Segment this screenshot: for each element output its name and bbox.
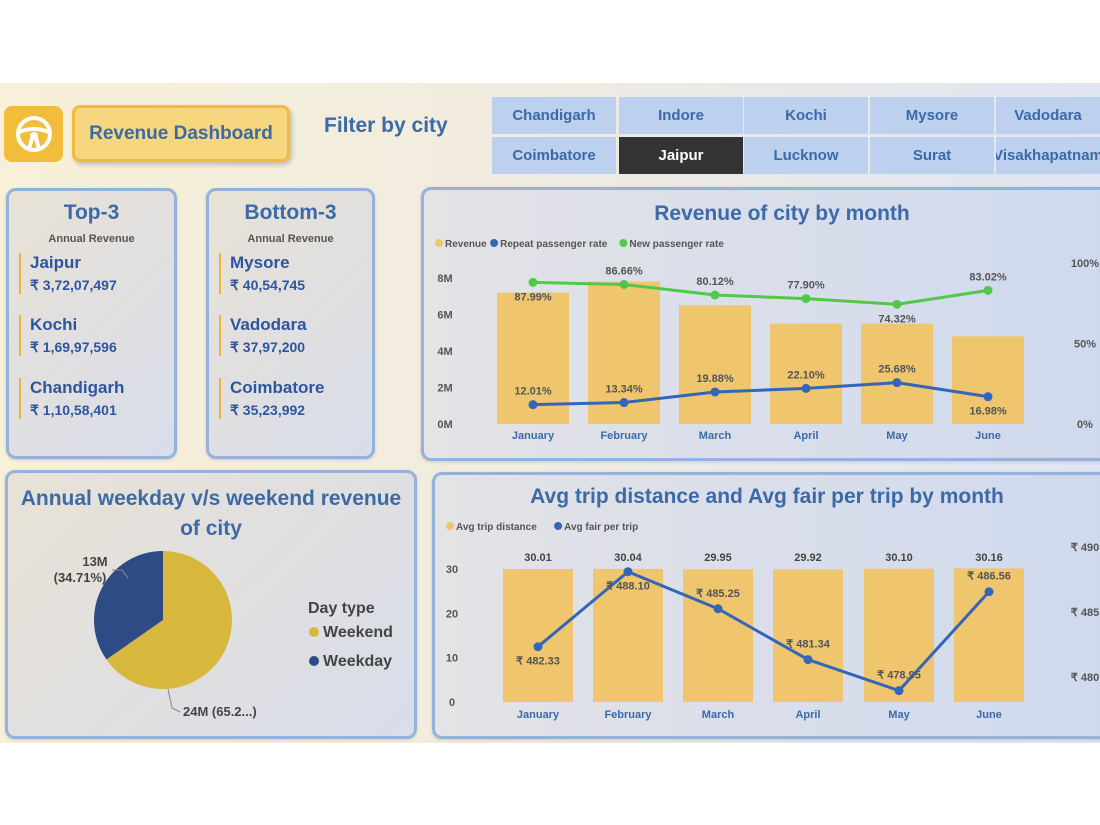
city-revenue: ₹ 3,72,07,497 bbox=[30, 277, 117, 293]
city-revenue: ₹ 37,97,200 bbox=[230, 339, 306, 355]
filter-label: Filter by city bbox=[324, 114, 448, 137]
fare-chart-card: Avg trip distance and Avg fair per trip … bbox=[432, 472, 1100, 739]
city-revenue: ₹ 1,69,97,596 bbox=[30, 339, 117, 355]
top3-subtitle: Annual Revenue bbox=[48, 233, 135, 245]
city-name: Coimbatore bbox=[230, 378, 325, 397]
city-button-mysore[interactable]: Mysore bbox=[870, 97, 994, 134]
city-button-chandigarh[interactable]: Chandigarh bbox=[492, 97, 616, 134]
city-button-vadodara[interactable]: Vadodara bbox=[996, 97, 1100, 134]
city-button-lucknow[interactable]: Lucknow bbox=[744, 137, 868, 174]
top3-card: Top-3 Annual Revenue Jaipur ₹ 3,72,07,497… bbox=[6, 188, 177, 459]
revenue-dashboard-button[interactable]: Revenue Dashboard bbox=[72, 105, 290, 162]
city-button-jaipur[interactable]: Jaipur bbox=[619, 137, 743, 174]
chart-title: Annual weekday v/s weekend revenue of ci… bbox=[20, 487, 402, 540]
bottom3-card: Bottom-3 Annual Revenue Mysore ₹ 40,54,74… bbox=[206, 188, 375, 459]
city-name: Chandigarh bbox=[30, 378, 125, 397]
city-name: Kochi bbox=[30, 315, 78, 334]
bottom3-subtitle: Annual Revenue bbox=[247, 233, 334, 245]
bottom3-title: Bottom-3 bbox=[244, 201, 337, 224]
city-button-visakhapatnam[interactable]: Visakhapatnam bbox=[996, 137, 1100, 174]
city-button-indore[interactable]: Indore bbox=[619, 97, 743, 134]
city-name: Jaipur bbox=[30, 253, 82, 272]
bottom3-entry: Mysore ₹ 40,54,745 bbox=[219, 253, 305, 294]
revenue-chart-card: Revenue of city by month bbox=[421, 187, 1100, 461]
top3-entry: Kochi ₹ 1,69,97,596 bbox=[19, 315, 117, 356]
bottom3-entry: Coimbatore ₹ 35,23,992 bbox=[219, 378, 324, 419]
city-revenue: ₹ 40,54,745 bbox=[230, 277, 306, 293]
chart-title: Revenue of city by month bbox=[654, 202, 910, 225]
city-revenue: ₹ 1,10,58,401 bbox=[30, 402, 117, 418]
city-button-kochi[interactable]: Kochi bbox=[744, 97, 868, 134]
city-name: Mysore bbox=[230, 253, 290, 272]
top3-entry: Jaipur ₹ 3,72,07,497 bbox=[19, 253, 117, 294]
bottom3-entry: Vadodara ₹ 37,97,200 bbox=[219, 315, 307, 356]
chart-title: Avg trip distance and Avg fair per trip … bbox=[530, 485, 1004, 508]
city-revenue: ₹ 35,23,992 bbox=[230, 402, 306, 418]
city-button-surat[interactable]: Surat bbox=[870, 137, 994, 174]
steering-wheel-icon bbox=[4, 106, 63, 162]
pie-chart-card: Annual weekday v/s weekend revenue of ci… bbox=[5, 470, 417, 739]
top3-entry: Chandigarh ₹ 1,10,58,401 bbox=[19, 378, 124, 419]
city-name: Vadodara bbox=[230, 315, 307, 334]
city-button-coimbatore[interactable]: Coimbatore bbox=[492, 137, 616, 174]
top3-title: Top-3 bbox=[63, 201, 120, 224]
